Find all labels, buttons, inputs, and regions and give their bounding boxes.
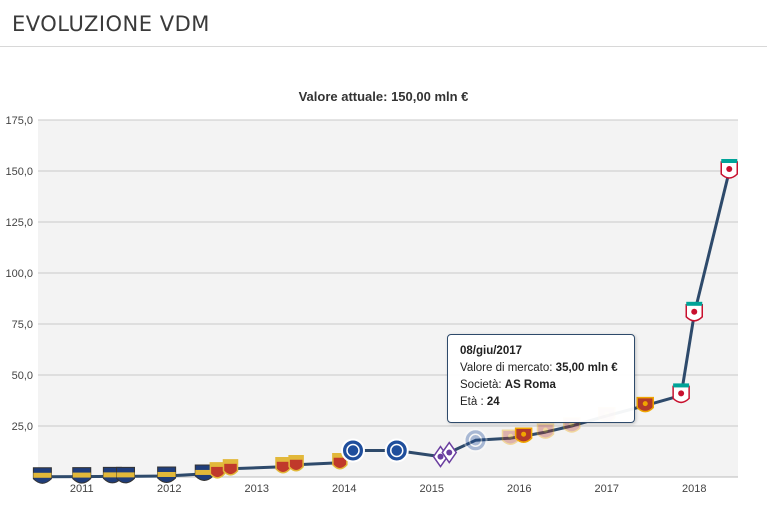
data-point-chelsea[interactable] [341,438,365,463]
data-point-chelsea[interactable] [384,438,409,463]
data-point-club-a[interactable] [116,466,135,484]
data-point-club-b[interactable] [275,457,291,474]
chart-title: Valore attuale: 150,00 mln € [298,89,469,104]
chart-svg: 25,0 50,0 75,0 100,0 125,0 150,0 175,0 2011 2012… [5,115,738,495]
tooltip-age: 24 [486,396,500,408]
data-point-club-a[interactable] [72,467,92,484]
y-tick-label: 100,0 [5,268,33,280]
y-tick-label: 75,0 [12,319,33,331]
data-point-roma[interactable] [636,396,654,413]
data-point-club-b[interactable] [209,462,226,479]
data-point-roma[interactable] [514,427,533,443]
tooltip-date: 08/giu/2017 [460,345,523,357]
tooltip-value: 35,00 mln € [555,362,618,374]
section-title: EVOLUZIONE VDM [12,12,210,36]
x-tick-label: 2011 [70,483,94,495]
x-tick-label: 2012 [157,483,181,495]
y-tick-label: 50,0 [12,370,33,382]
tooltip: 08/giu/2017 Valore di mercato: 35,00 mln… [447,334,635,423]
data-point-roma[interactable] [536,423,555,439]
tooltip-value-label: Valore di mercato: [460,362,553,374]
y-tick-label: 25,0 [12,421,33,433]
tooltip-club-label: Società: [460,379,502,391]
data-point-liverpool[interactable] [685,301,703,322]
tooltip-age-label: Età : [460,396,484,408]
tooltip-club: AS Roma [504,379,556,391]
data-point-chelsea[interactable] [463,428,488,453]
x-tick-label: 2018 [682,483,706,495]
x-tick-label: 2015 [420,483,444,495]
x-tick-label: 2013 [245,483,269,495]
plot-area [38,120,738,477]
data-point-club-a[interactable] [157,466,177,483]
data-point-liverpool[interactable] [720,159,738,179]
data-point-liverpool[interactable] [672,383,690,404]
market-value-chart: Valore attuale: 150,00 mln € 25,0 50,0 75,… [0,47,767,512]
data-point-club-a[interactable] [32,467,52,484]
y-tick-label: 175,0 [5,115,33,127]
y-tick-label: 150,0 [5,166,33,178]
x-tick-label: 2016 [507,483,531,495]
data-point-club-b[interactable] [222,459,239,476]
x-tick-label: 2014 [332,483,356,495]
x-tick-label: 2017 [595,483,619,495]
data-point-club-b[interactable] [288,455,304,472]
y-tick-label: 125,0 [5,217,33,229]
section-header: EVOLUZIONE VDM [0,0,767,47]
data-point-fiorentina[interactable] [441,441,458,464]
